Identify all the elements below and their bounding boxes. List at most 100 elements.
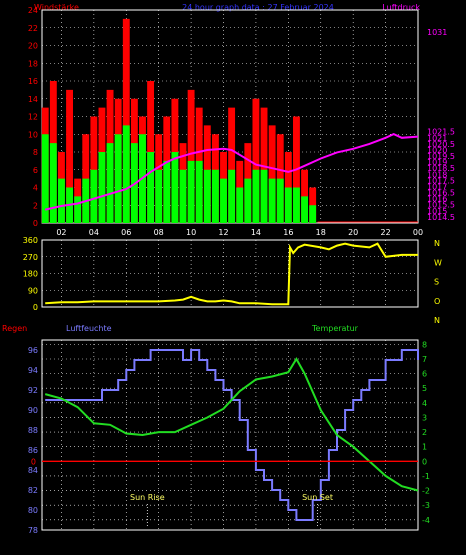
wind-avg-bar xyxy=(98,152,106,223)
wind-avg-bar xyxy=(155,169,163,223)
compass-label: O xyxy=(434,297,440,306)
wind-avg-bar xyxy=(309,205,317,223)
temperature-y-tick-label: 3 xyxy=(422,413,427,422)
humidity-y-tick-label: 80 xyxy=(28,506,38,515)
wind-avg-bar xyxy=(195,160,203,223)
humidity-line xyxy=(45,349,419,521)
temperature-y-tick-label: 1 xyxy=(422,443,427,452)
wind-avg-bar xyxy=(147,152,155,223)
rain-zero-label: 0 xyxy=(31,457,36,466)
wind-avg-bar xyxy=(220,178,227,223)
temperature-line xyxy=(44,357,419,492)
wind-gust-bar xyxy=(187,89,195,223)
pressure-y-tick-label: 1015 xyxy=(427,207,447,216)
x-tick-label-wind: 12 xyxy=(218,228,228,237)
pressure-y-tick-label: 1015.5 xyxy=(427,201,455,210)
temperature-y-tick-label: 7 xyxy=(422,355,427,364)
humidity-y-tick-label: 82 xyxy=(28,486,38,495)
wind-avg-bar xyxy=(252,169,260,223)
temperature-y-tick-label: 4 xyxy=(422,399,427,408)
rain-title: Regen xyxy=(2,324,27,333)
temperature-y-tick-label: 5 xyxy=(422,384,427,393)
pressure-y-tick-label: 1018 xyxy=(427,170,447,179)
wind-avg-bar xyxy=(276,178,284,223)
wind-avg-bar xyxy=(49,143,57,223)
wind-avg-bar xyxy=(268,178,276,223)
wind-gust-bar xyxy=(268,125,276,223)
compass-label: N xyxy=(434,239,440,248)
grid-layer xyxy=(42,9,419,530)
direction-y-tick-label: 270 xyxy=(23,253,38,262)
wind-y-tick-label: 18 xyxy=(28,59,38,68)
wind-gust-bar xyxy=(122,18,130,223)
pressure-y-tick-label: 1031 xyxy=(427,28,447,37)
wind-y-tick-label: 20 xyxy=(28,42,38,51)
direction-y-tick-label: 180 xyxy=(23,270,38,279)
humidity-y-tick-label: 88 xyxy=(28,426,38,435)
wind-gust-bar xyxy=(252,98,260,223)
wind-gust-bar xyxy=(66,89,73,223)
sun-annotation-label: Sun Rise xyxy=(130,493,165,502)
compass-label: N xyxy=(434,316,440,325)
pressure-y-tick-label: 1016.5 xyxy=(427,189,455,198)
wind-y-tick-label: 0 xyxy=(33,219,38,228)
pressure-y-tick-label: 1016 xyxy=(427,195,447,204)
x-tick-label-wind: 08 xyxy=(154,228,164,237)
wind-y-tick-label: 22 xyxy=(28,24,38,33)
humidity-y-tick-label: 78 xyxy=(28,526,38,535)
wind-avg-bar xyxy=(171,152,179,223)
humidity-y-tick-label: 84 xyxy=(28,466,38,475)
wind-y-tick-label: 12 xyxy=(28,113,38,122)
pressure-y-tick-label: 1020.5 xyxy=(427,140,455,149)
wind-y-tick-label: 2 xyxy=(33,201,38,210)
temperature-title: Temperatur xyxy=(311,324,359,333)
direction-y-tick-label: 360 xyxy=(23,236,38,245)
wind-avg-bar xyxy=(236,187,244,223)
wind-avg-bar xyxy=(187,160,195,223)
pressure-y-tick-label: 1014.5 xyxy=(427,213,455,222)
wind-avg-bar xyxy=(284,187,292,223)
wind-y-tick-label: 14 xyxy=(28,95,38,104)
temperature-y-tick-label: 0 xyxy=(422,457,427,466)
x-tick-label-wind: 00 xyxy=(413,228,423,237)
wind-y-tick-label: 4 xyxy=(33,184,38,193)
pressure-line xyxy=(44,133,419,211)
wind-avg-bar xyxy=(122,125,130,223)
wind-avg-bar xyxy=(179,169,187,223)
x-tick-label-wind: 14 xyxy=(251,228,261,237)
pressure-y-tick-label: 1017.5 xyxy=(427,176,455,185)
pressure-y-tick-label: 1019 xyxy=(427,158,447,167)
pressure-y-tick-label: 1018.5 xyxy=(427,164,455,173)
wind-avg-bar xyxy=(301,196,308,223)
wind-avg-bar xyxy=(106,143,114,223)
humidity-y-tick-label: 86 xyxy=(28,446,38,455)
humidity-title: Luftfeuchte xyxy=(66,324,112,333)
wind-y-tick-label: 6 xyxy=(33,166,38,175)
x-tick-label-wind: 20 xyxy=(348,228,358,237)
temperature-y-tick-label: -2 xyxy=(422,487,430,496)
humidity-panel-frame xyxy=(41,339,419,531)
wind-y-tick-label: 8 xyxy=(33,148,38,157)
wind-avg-bar xyxy=(114,134,122,223)
pressure-y-tick-label: 1020 xyxy=(427,146,447,155)
temperature-y-tick-label: 2 xyxy=(422,428,427,437)
x-tick-label-wind: 18 xyxy=(316,228,326,237)
temperature-y-tick-label: 6 xyxy=(422,370,427,379)
wind-avg-bar xyxy=(203,169,211,223)
marks-layer xyxy=(41,18,419,528)
wind-avg-bar xyxy=(228,169,236,223)
wind-avg-bar xyxy=(293,187,300,223)
sun-annotation-label: Sun Set xyxy=(302,493,333,502)
temperature-y-tick-label: -1 xyxy=(422,472,430,481)
wind-avg-bar xyxy=(74,196,82,223)
temperature-y-tick-label: -4 xyxy=(422,516,430,525)
x-tick-label-wind: 16 xyxy=(283,228,293,237)
wind-y-tick-label: 10 xyxy=(28,130,38,139)
x-tick-label-wind: 10 xyxy=(186,228,196,237)
wind-strength-label: Windstärke xyxy=(34,3,79,12)
wind-avg-bar xyxy=(211,169,219,223)
wind-y-tick-label: 16 xyxy=(28,77,38,86)
humidity-y-tick-label: 92 xyxy=(28,386,38,395)
